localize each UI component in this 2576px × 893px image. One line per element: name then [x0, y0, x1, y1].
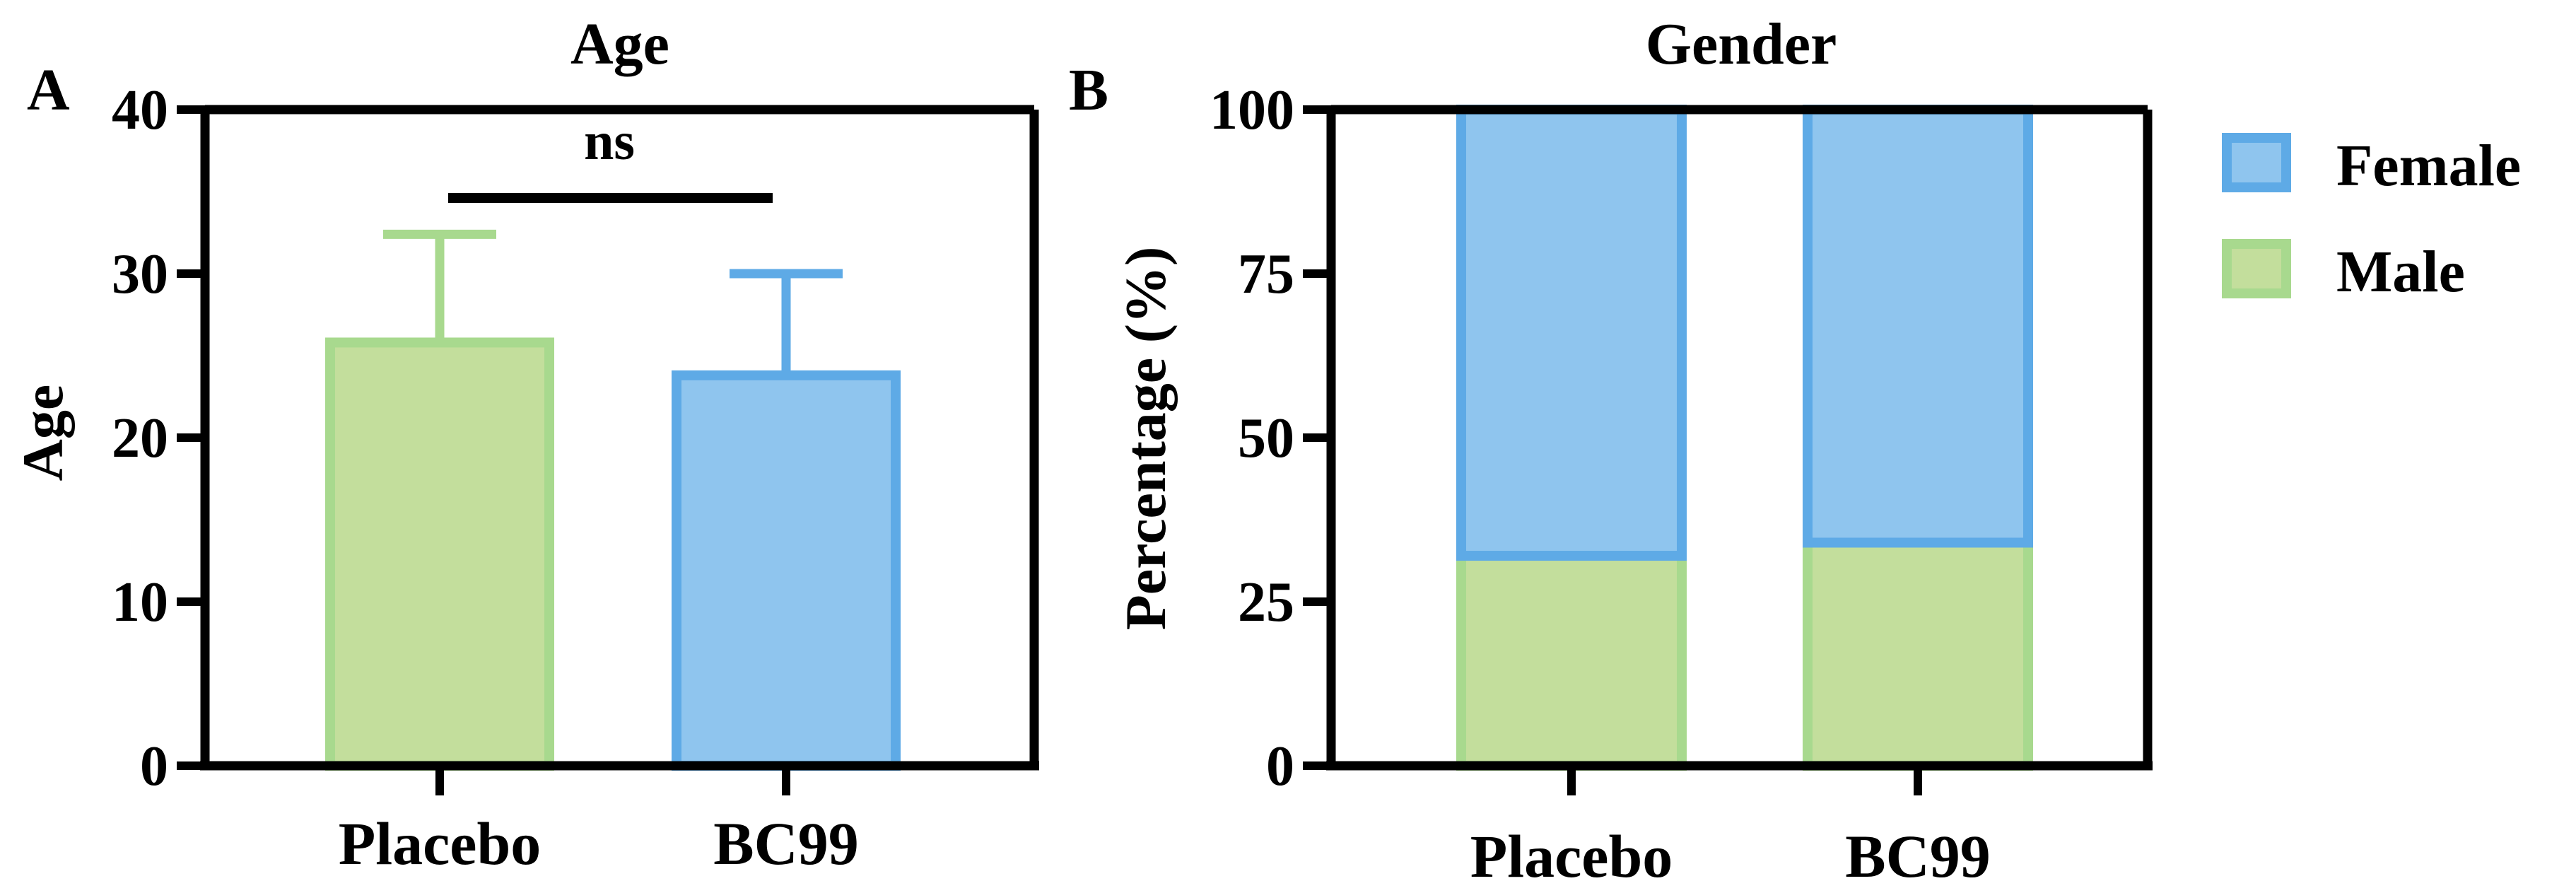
panel-a-y-tick-label: 0	[140, 735, 168, 798]
legend-male-swatch	[2222, 239, 2291, 298]
panel-a-x-tick-label: BC99	[713, 810, 858, 877]
panel-a-x-tick-label: Placebo	[339, 810, 541, 877]
panel-a-y-axis-label: Age	[11, 385, 75, 481]
panel-b-y-axis-label: Percentage (%)	[1113, 247, 1178, 631]
panel-a-error-bars	[383, 229, 843, 375]
panel-b-bar-placebo-male	[1456, 551, 1687, 771]
panel-a-title: Age	[570, 11, 669, 77]
panel-a-x-ticks: Placebo BC99	[339, 766, 859, 877]
significance-label: ns	[584, 112, 635, 171]
panel-b-bar-bc99-male	[1803, 537, 2033, 771]
panel-b-y-tick-label: 50	[1238, 407, 1294, 469]
panel-a: A Age Age 0 10 20 30 40 Placebo BC99 ns	[11, 11, 1039, 877]
panel-b-bar-placebo-female	[1456, 105, 1687, 561]
panel-b-x-ticks: Placebo BC99	[1470, 766, 1991, 890]
panel-b-title: Gender	[1646, 11, 1837, 77]
panel-a-y-tick-label: 30	[112, 243, 168, 305]
panel-b-x-tick-label: BC99	[1845, 822, 1990, 889]
legend-female-swatch	[2222, 133, 2291, 192]
panel-a-y-tick-label: 40	[112, 79, 168, 141]
panel-b-y-tick-label: 75	[1238, 243, 1294, 305]
panel-a-bar-bc99	[672, 370, 901, 771]
panel-b-bars	[1456, 105, 2033, 771]
panel-b-y-tick-label: 25	[1238, 571, 1294, 634]
legend-female-label: Female	[2336, 133, 2521, 199]
panel-a-y-tick-label: 10	[112, 571, 168, 634]
legend-male-label: Male	[2336, 239, 2465, 305]
panel-a-bar-placebo	[325, 337, 554, 771]
panel-b-y-ticks: 0 25 50 75 100	[1210, 79, 1331, 798]
panel-b: B Gender Percentage (%) 0 25 50 75 100 Place…	[1069, 11, 2521, 890]
legend: Female Male	[2222, 133, 2521, 305]
panel-b-y-tick-label: 100	[1210, 79, 1294, 141]
panel-a-y-ticks: 0 10 20 30 40	[112, 79, 205, 798]
panel-a-y-tick-label: 20	[112, 407, 168, 469]
panel-b-x-tick-label: Placebo	[1470, 822, 1673, 889]
panel-a-label: A	[27, 57, 70, 123]
panel-b-bar-bc99-female	[1803, 105, 2033, 548]
panel-b-y-tick-label: 0	[1266, 735, 1294, 798]
panel-b-label: B	[1069, 57, 1108, 123]
panel-a-bars	[325, 337, 901, 771]
